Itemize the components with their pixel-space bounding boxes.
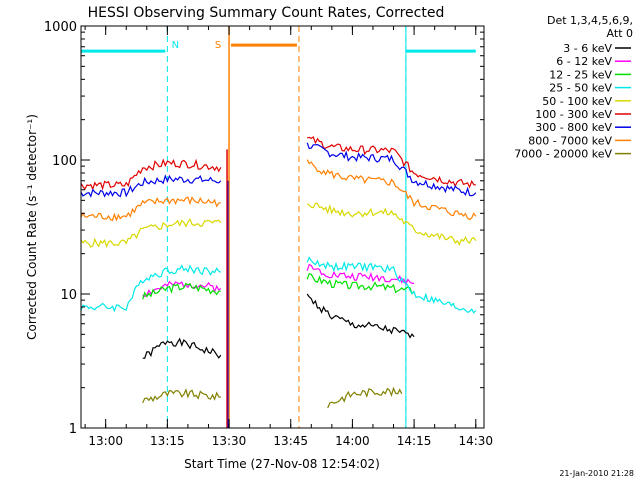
legend-entry-label: 100 - 300 keV (535, 108, 612, 121)
series-line (327, 386, 403, 409)
y-tick-label: 1 (69, 422, 77, 437)
legend-entry-label: 6 - 12 keV (556, 55, 612, 68)
plot-frame (80, 25, 485, 429)
series-line (306, 293, 415, 339)
legend-header-line-2: Att 0 (607, 27, 633, 40)
x-axis-label: Start Time (27-Nov-08 12:54:02) (184, 457, 380, 471)
y-tick-label: 100 (52, 154, 77, 169)
legend-entry-label: 25 - 50 keV (549, 82, 612, 95)
legend-entry-label: 3 - 6 keV (563, 42, 612, 55)
generated-timestamp: 21-Jan-2010 21:28 (559, 469, 634, 478)
series-line (142, 337, 222, 359)
night-label: N (172, 40, 179, 51)
saa-label: S (215, 40, 221, 51)
series-line (142, 282, 221, 300)
x-tick-label: 14:15 (397, 434, 432, 448)
axes: 13:00 13:15 13:30 13:45 14:00 14:15 14:30 1 10 10… (44, 20, 493, 448)
series-line (306, 256, 477, 314)
series-line (142, 388, 221, 404)
y-tick-label: 10 (60, 288, 77, 303)
y-axis-label: Corrected Count Rate (s⁻¹ detector⁻¹) (25, 114, 39, 340)
series-line (306, 202, 477, 246)
legend-entry-label: 12 - 25 keV (549, 68, 612, 81)
series-line (142, 280, 222, 298)
legend-header-line-1: Det 1,3,4,5,6,9, (547, 14, 633, 27)
y-tick-label: 1000 (44, 20, 77, 35)
series-line (81, 264, 222, 313)
x-tick-label: 14:00 (335, 434, 370, 448)
series-line (306, 272, 415, 295)
x-tick-label: 14:30 (458, 434, 493, 448)
x-tick-label: 13:45 (273, 434, 308, 448)
series-line (306, 159, 477, 221)
series-line (81, 174, 222, 198)
series-line (81, 196, 221, 222)
series-line (81, 158, 222, 191)
series-line (306, 263, 415, 286)
series-line (81, 218, 222, 249)
chart-title: HESSI Observing Summary Count Rates, Cor… (88, 5, 445, 21)
series-line (306, 142, 477, 197)
x-tick-label: 13:00 (88, 434, 123, 448)
series-line (307, 136, 476, 189)
x-tick-label: 13:15 (150, 434, 185, 448)
legend-entry-label: 800 - 7000 keV (528, 134, 612, 147)
x-tick-label: 13:30 (212, 434, 247, 448)
legend-entry-label: 300 - 800 keV (535, 121, 612, 134)
legend-entry-label: 50 - 100 keV (542, 95, 612, 108)
legend-entry-label: 7000 - 20000 keV (514, 148, 612, 161)
